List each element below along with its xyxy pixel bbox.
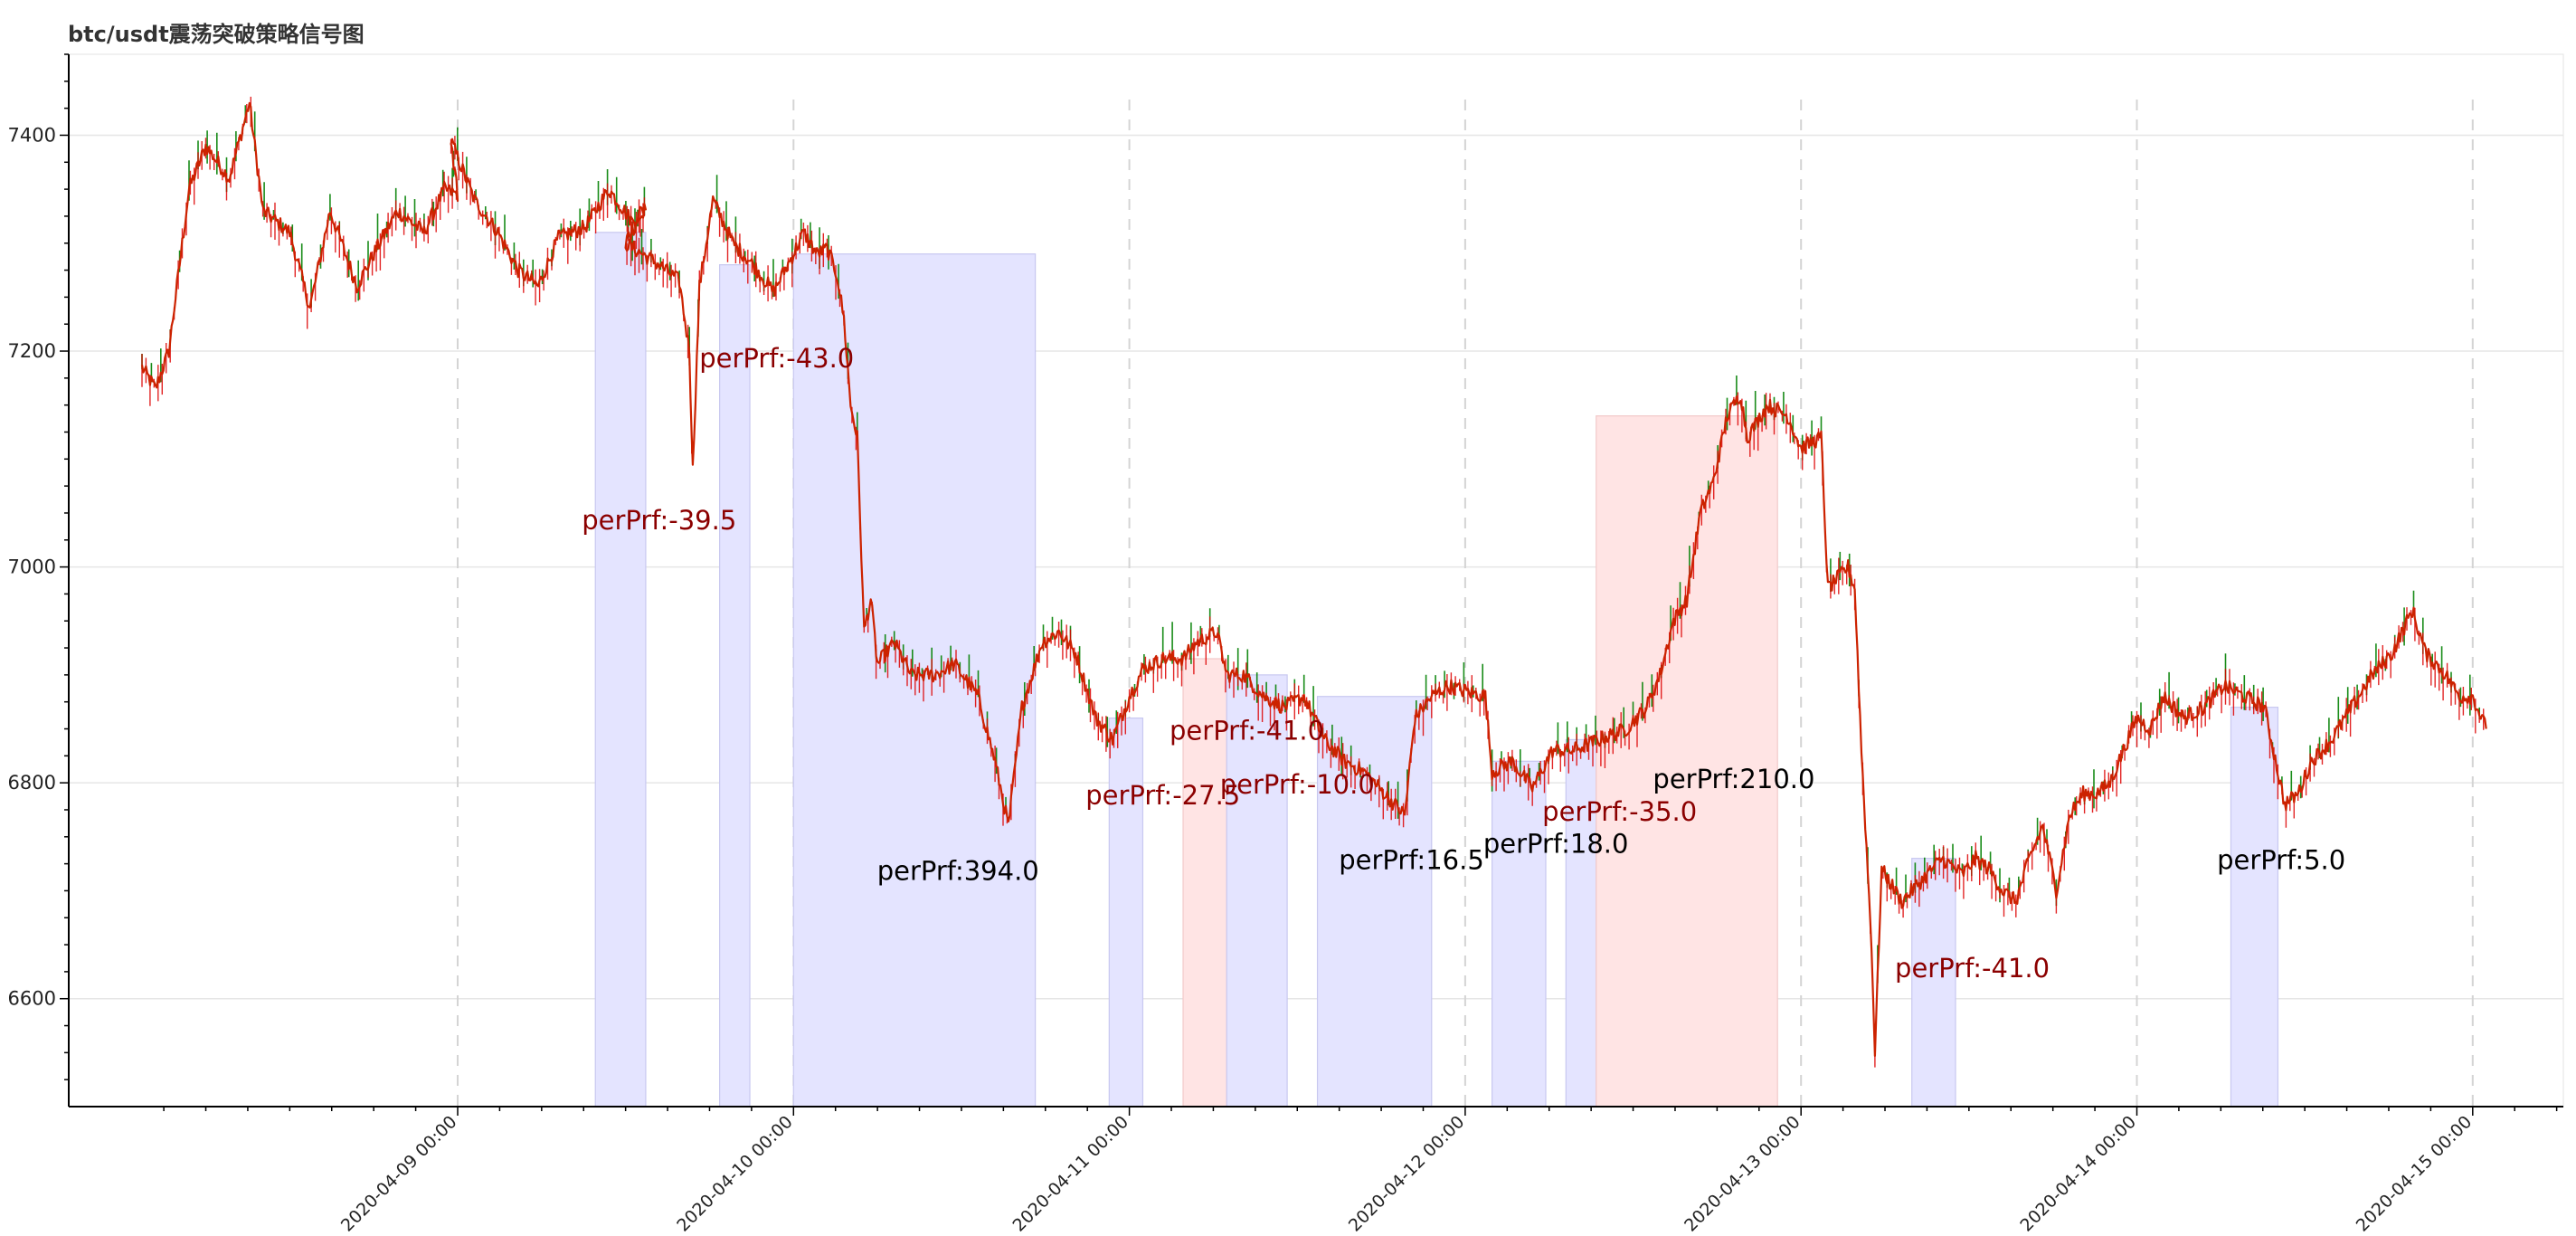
trade-span-2 [792, 253, 1037, 1108]
y-tick-label: 6600 [8, 988, 56, 1010]
x-tick-label: 2020-04-10 00:00 [673, 1112, 797, 1236]
x-tick-label: 2020-04-09 00:00 [337, 1112, 461, 1236]
trade-span-1 [719, 264, 751, 1108]
y-tick-label: 7200 [8, 340, 56, 362]
trade-label-11: perPrf:5.0 [2217, 845, 2345, 876]
trade-labels: perPrf:-39.5 perPrf:-43.0 perPrf:394.0 perP… [582, 343, 2345, 984]
trade-label-6: perPrf:16.5 [1339, 845, 1484, 876]
trade-span-0 [594, 232, 647, 1108]
trade-span-6 [1316, 696, 1433, 1108]
trade-label-1: perPrf:-43.0 [699, 343, 854, 374]
trade-span-11 [2230, 707, 2279, 1108]
x-tick-label: 2020-04-15 00:00 [2353, 1112, 2477, 1236]
plot-frame [68, 53, 2564, 1108]
x-tick-label: 2020-04-13 00:00 [1681, 1112, 1804, 1236]
trade-span-5 [1226, 674, 1288, 1108]
trade-span-3 [1108, 717, 1144, 1108]
close-price-line [140, 101, 2487, 1058]
trade-span-7 [1492, 760, 1547, 1108]
x-tick-label: 2020-04-11 00:00 [1009, 1112, 1133, 1236]
y-tick-label: 7000 [8, 556, 56, 578]
y-tick-label: 7400 [8, 124, 56, 146]
chart-title: btc/usdt震荡突破策略信号图 [68, 22, 365, 47]
x-tick-label: 2020-04-12 00:00 [1345, 1112, 1469, 1236]
trade-span-9 [1596, 414, 1778, 1108]
x-tick-label: 2020-04-14 00:00 [2016, 1112, 2140, 1236]
trade-label-7: perPrf:18.0 [1483, 829, 1629, 860]
trade-label-4: perPrf:-41.0 [1170, 715, 1324, 746]
trade-label-10: perPrf:-41.0 [1895, 953, 2050, 984]
trade-label-3: perPrf:-27.5 [1085, 780, 1240, 811]
trade-label-5: perPrf:-10.0 [1220, 769, 1375, 800]
grid-lines [68, 53, 2564, 1108]
trade-label-0: perPrf:-39.5 [582, 505, 736, 536]
trade-label-8: perPrf:-35.0 [1542, 796, 1697, 827]
trade-spans [594, 232, 2279, 1108]
trade-span-8 [1565, 738, 1597, 1108]
trade-label-9: perPrf:210.0 [1653, 764, 1814, 794]
price-series [140, 96, 2487, 1068]
trade-label-2: perPrf:394.0 [877, 856, 1039, 887]
y-tick-label: 6800 [8, 772, 56, 794]
